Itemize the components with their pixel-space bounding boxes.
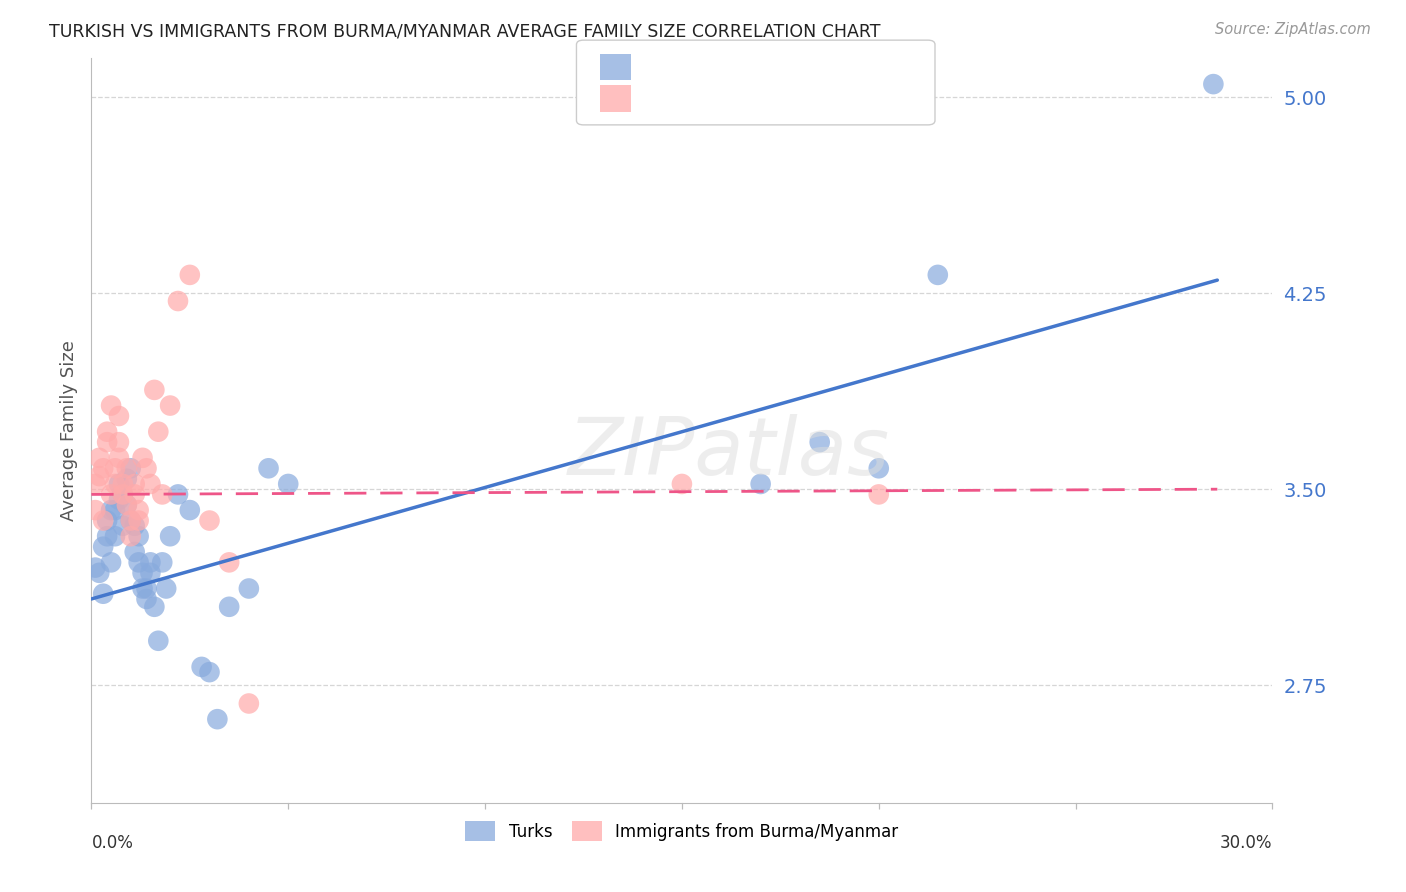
Point (104, 529, 127, 543)
Point (96, 514, 118, 528)
Point (124, 545, 146, 559)
Text: R = 0.012: R = 0.012 (645, 89, 735, 107)
Point (128, 529, 150, 543)
Point (277, 477, 299, 491)
Point (89, 566, 111, 580)
Point (108, 450, 131, 465)
Point (159, 399, 181, 413)
Point (150, 555, 173, 569)
Point (108, 477, 131, 491)
Point (111, 487, 134, 501)
Point (100, 503, 122, 517)
Point (89, 450, 111, 465)
Point (100, 555, 122, 569)
Point (148, 633, 170, 648)
Point (115, 498, 138, 512)
Point (111, 518, 134, 533)
Point (91, 540, 114, 554)
Point (131, 566, 153, 580)
Point (84, 503, 107, 517)
Point (128, 503, 150, 517)
Point (108, 492, 131, 507)
Point (148, 425, 170, 439)
Point (190, 660, 212, 674)
Point (927, 268, 949, 282)
Point (868, 487, 890, 501)
Point (120, 514, 142, 528)
Point (808, 435, 831, 450)
Y-axis label: Average Family Size: Average Family Size (59, 340, 77, 521)
Point (128, 555, 150, 569)
Point (96, 529, 118, 543)
Point (135, 591, 157, 606)
Text: TURKISH VS IMMIGRANTS FROM BURMA/MYANMAR AVERAGE FAMILY SIZE CORRELATION CHART: TURKISH VS IMMIGRANTS FROM BURMA/MYANMAR… (49, 22, 880, 40)
Point (104, 461, 127, 475)
Point (91, 514, 114, 528)
Point (131, 450, 153, 465)
Point (139, 555, 162, 569)
Point (207, 712, 229, 726)
Point (131, 582, 153, 596)
Point (89, 469, 111, 483)
Point (84, 560, 107, 574)
Legend: Turks, Immigrants from Burma/Myanmar: Turks, Immigrants from Burma/Myanmar (458, 814, 905, 848)
Text: Source: ZipAtlas.com: Source: ZipAtlas.com (1215, 22, 1371, 37)
Point (135, 461, 157, 475)
Point (108, 409, 131, 423)
Point (104, 477, 127, 491)
Point (143, 383, 166, 397)
Text: ZIPatlas: ZIPatlas (568, 414, 890, 491)
Point (257, 461, 280, 475)
Point (143, 599, 166, 614)
Point (100, 399, 122, 413)
Point (238, 582, 260, 596)
Point (91, 461, 114, 475)
Text: N = 47: N = 47 (772, 58, 839, 76)
Point (108, 435, 131, 450)
Point (96, 435, 118, 450)
Point (115, 498, 138, 512)
Point (749, 477, 772, 491)
Point (120, 514, 142, 528)
Point (238, 697, 260, 711)
Point (139, 566, 162, 580)
Point (868, 461, 890, 475)
Point (135, 582, 157, 596)
Point (198, 665, 221, 680)
Point (84, 477, 107, 491)
Point (671, 477, 693, 491)
Point (96, 425, 118, 439)
Point (179, 268, 201, 282)
Point (1202, 77, 1225, 91)
Point (111, 487, 134, 501)
Point (111, 477, 134, 491)
Point (155, 582, 177, 596)
Point (218, 555, 240, 569)
Text: N = 61: N = 61 (772, 89, 839, 107)
Point (120, 529, 142, 543)
Text: 0.0%: 0.0% (91, 834, 134, 852)
Point (179, 503, 201, 517)
Point (139, 477, 162, 491)
Point (128, 514, 150, 528)
Point (218, 599, 240, 614)
Point (124, 477, 146, 491)
Point (104, 503, 127, 517)
Point (91, 587, 114, 601)
Point (115, 461, 138, 475)
Point (159, 529, 181, 543)
Text: 30.0%: 30.0% (1220, 834, 1272, 852)
Point (120, 461, 142, 475)
Point (198, 514, 221, 528)
Point (167, 487, 190, 501)
Point (124, 487, 146, 501)
Point (150, 487, 173, 501)
Text: R = 0.445: R = 0.445 (645, 58, 735, 76)
Point (100, 487, 122, 501)
Point (124, 518, 146, 533)
Point (167, 293, 190, 308)
Point (115, 472, 138, 486)
